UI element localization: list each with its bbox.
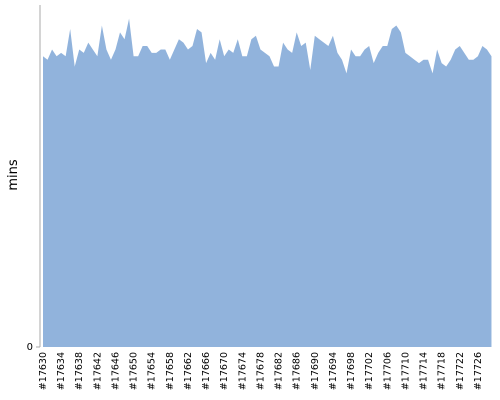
x-tick-label: #17674 (237, 352, 248, 390)
x-tick-label: #17642 (92, 352, 103, 390)
area (43, 18, 492, 348)
y-tick-label: 0 (27, 342, 33, 353)
x-tick-label: #17654 (147, 352, 158, 390)
x-tick-label: #17634 (56, 352, 67, 390)
x-tick-label: #17718 (437, 352, 448, 390)
x-tick-label: #17682 (274, 352, 285, 390)
x-tick-label: #17726 (473, 352, 484, 390)
x-tick-label: #17638 (74, 352, 85, 390)
x-tick-label: #17706 (382, 352, 393, 390)
y-axis-label: mins (6, 159, 21, 191)
x-tick-label: #17710 (400, 352, 411, 390)
x-tick-label: #17678 (255, 352, 266, 390)
x-tick-label: #17690 (310, 352, 321, 390)
x-tick-label: #17714 (419, 352, 430, 390)
x-tick-label: #17698 (346, 352, 357, 390)
x-tick-label: #17658 (165, 352, 176, 390)
x-tick-label: #17666 (201, 352, 212, 390)
x-tick-label: #17722 (455, 352, 466, 390)
x-tick-label: #17662 (183, 352, 194, 390)
x-tick-label: #17694 (328, 352, 339, 390)
x-tick-label: #17646 (110, 352, 121, 390)
x-tick-label: #17670 (219, 352, 230, 390)
x-tick-label: #17630 (38, 352, 49, 390)
x-tick-label: #17650 (129, 352, 140, 390)
x-tick-label: #17686 (292, 352, 303, 390)
x-tick-label: #17702 (364, 352, 375, 390)
